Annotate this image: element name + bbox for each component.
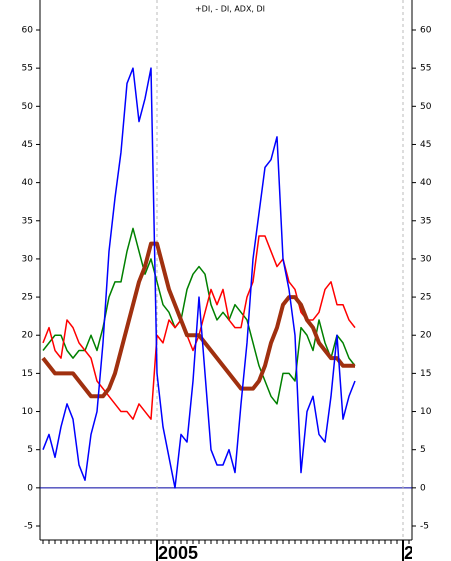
y-tick-label: 15 <box>22 369 33 379</box>
series-line <box>42 227 356 405</box>
y-tick-label: 55 <box>22 64 33 74</box>
y-tick-label: 30 <box>22 254 34 264</box>
y-tick-label: 10 <box>22 407 34 417</box>
chart-title: +DI, - DI, ADX, DI <box>195 5 265 14</box>
x-tick-label: 2005 <box>158 543 198 561</box>
y2-tick-label: 5 <box>420 445 426 455</box>
y-tick-label: 60 <box>22 26 34 36</box>
series-line <box>42 67 356 489</box>
y2-tick-label: 60 <box>420 26 432 36</box>
y2-tick-label: 55 <box>420 64 431 74</box>
y-tick-label: 25 <box>22 293 33 303</box>
y-tick-label: 20 <box>22 331 34 341</box>
y2-tick-label: 35 <box>420 216 431 226</box>
y2-tick-label: -5 <box>420 522 429 532</box>
y2-tick-label: 15 <box>420 369 431 379</box>
y2-tick-label: 50 <box>420 102 432 112</box>
y-tick-label: 40 <box>22 178 34 188</box>
plot: 2005 2006 <box>41 0 444 561</box>
y-tick-label: 0 <box>27 483 33 493</box>
y-tick-label: 45 <box>22 140 33 150</box>
y2-tick-label: 0 <box>420 483 426 493</box>
y2-tick-label: 45 <box>420 140 431 150</box>
series-line <box>41 241 355 399</box>
y2-tick-label: 10 <box>420 407 432 417</box>
y-tick-label: -5 <box>24 522 33 532</box>
y2-tick-label: 30 <box>420 254 432 264</box>
y-tick-label: 50 <box>22 102 34 112</box>
y-tick-label: 5 <box>27 445 33 455</box>
y2-tick-label: 40 <box>420 178 432 188</box>
x-tick-label: 2006 <box>404 543 444 561</box>
y2-tick-label: 20 <box>420 331 432 341</box>
y2-tick-label: 25 <box>420 293 431 303</box>
y-tick-label: 35 <box>22 216 33 226</box>
